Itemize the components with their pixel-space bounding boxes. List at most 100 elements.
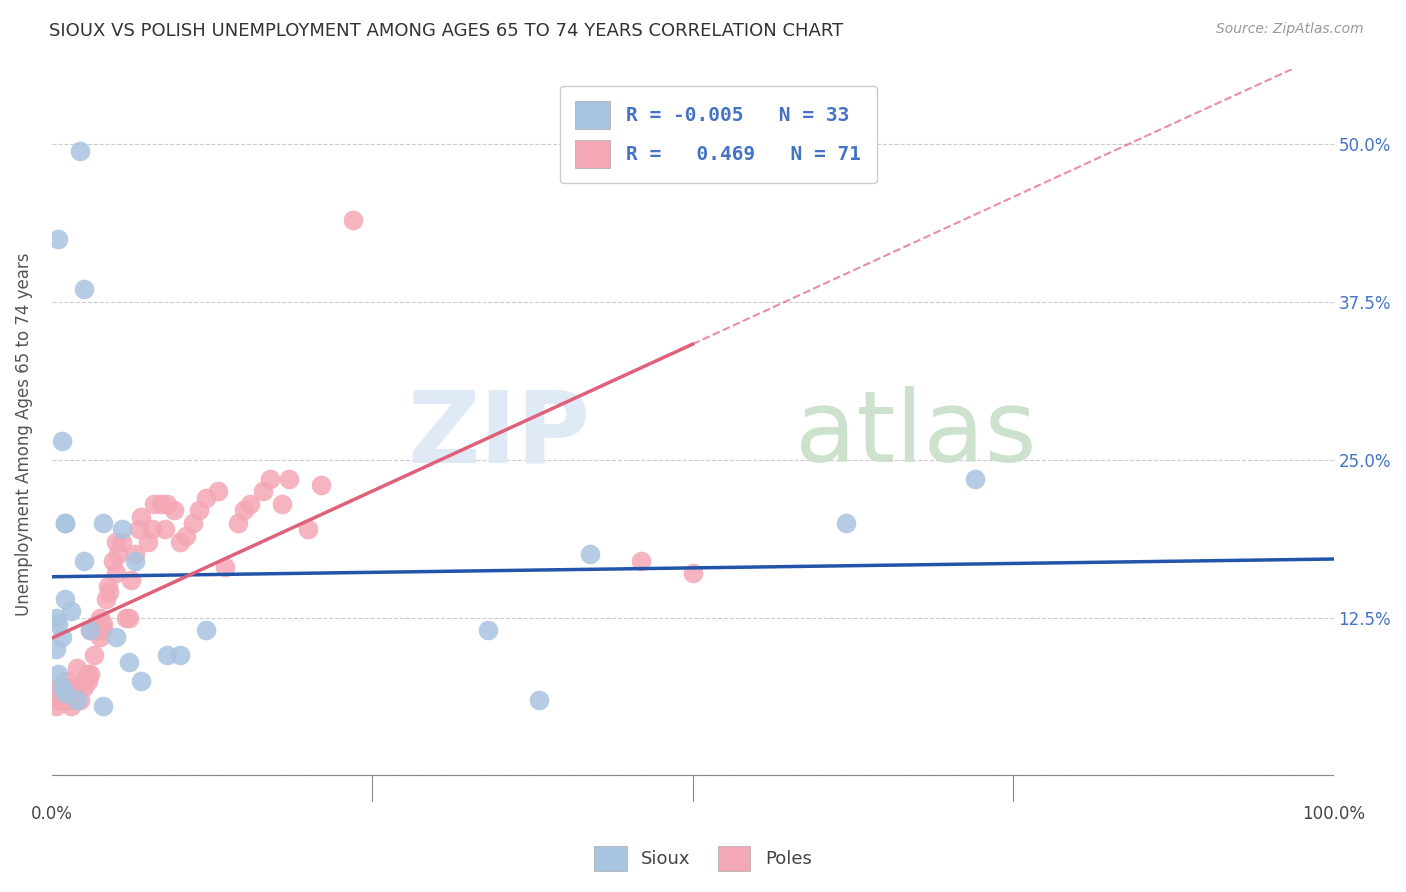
Point — [104, 534, 127, 549]
Point — [239, 497, 262, 511]
Point — [115, 610, 138, 624]
Point — [111, 534, 134, 549]
Point — [46, 232, 69, 246]
Point — [46, 667, 69, 681]
Point — [51, 692, 73, 706]
Point — [89, 630, 111, 644]
Point — [59, 686, 82, 700]
Point — [835, 516, 858, 530]
Point — [51, 630, 73, 644]
Point — [963, 472, 986, 486]
Point — [136, 534, 159, 549]
Point — [107, 548, 129, 562]
Point — [46, 616, 69, 631]
Text: atlas: atlas — [796, 386, 1036, 483]
Point — [169, 534, 191, 549]
Point — [153, 522, 176, 536]
Point — [630, 554, 652, 568]
Point — [53, 516, 76, 530]
Point — [97, 579, 120, 593]
Point — [131, 673, 153, 688]
Point — [91, 624, 114, 638]
Point — [86, 616, 108, 631]
Point — [527, 692, 550, 706]
Point — [194, 491, 217, 505]
Point — [233, 503, 256, 517]
Text: Source: ZipAtlas.com: Source: ZipAtlas.com — [1216, 22, 1364, 37]
Point — [111, 522, 134, 536]
Point — [45, 642, 67, 657]
Point — [98, 585, 121, 599]
Point — [73, 554, 96, 568]
Point — [46, 686, 69, 700]
Point — [124, 548, 146, 562]
Point — [53, 591, 76, 606]
Point — [66, 692, 89, 706]
Y-axis label: Unemployment Among Ages 65 to 74 years: Unemployment Among Ages 65 to 74 years — [15, 252, 32, 616]
Point — [76, 667, 98, 681]
Point — [94, 591, 117, 606]
Point — [277, 472, 299, 486]
Legend: Sioux, Poles: Sioux, Poles — [588, 838, 818, 879]
Point — [214, 560, 236, 574]
Point — [86, 624, 108, 638]
Point — [51, 434, 73, 448]
Point — [53, 692, 76, 706]
Point — [53, 686, 76, 700]
Point — [91, 616, 114, 631]
Text: SIOUX VS POLISH UNEMPLOYMENT AMONG AGES 65 TO 74 YEARS CORRELATION CHART: SIOUX VS POLISH UNEMPLOYMENT AMONG AGES … — [49, 22, 844, 40]
Point — [53, 516, 76, 530]
Point — [79, 624, 101, 638]
Point — [252, 484, 274, 499]
Point — [176, 528, 198, 542]
Point — [169, 648, 191, 663]
Point — [181, 516, 204, 530]
Point — [91, 698, 114, 713]
Point — [83, 648, 105, 663]
Point — [59, 692, 82, 706]
Point — [141, 522, 163, 536]
Point — [682, 566, 704, 581]
Point — [56, 680, 79, 694]
Point — [91, 516, 114, 530]
Point — [89, 610, 111, 624]
Point — [59, 698, 82, 713]
Point — [103, 554, 125, 568]
Point — [226, 516, 249, 530]
Point — [66, 661, 89, 675]
Point — [477, 624, 499, 638]
Point — [76, 673, 98, 688]
Point — [188, 503, 211, 517]
Point — [118, 655, 141, 669]
Point — [45, 698, 67, 713]
Point — [46, 692, 69, 706]
Point — [124, 554, 146, 568]
Point — [73, 680, 96, 694]
Point — [156, 497, 179, 511]
Point — [55, 673, 77, 688]
Point — [207, 484, 229, 499]
Point — [51, 686, 73, 700]
Point — [79, 624, 101, 638]
Point — [53, 686, 76, 700]
Point — [59, 604, 82, 618]
Point — [104, 630, 127, 644]
Point — [128, 522, 150, 536]
Point — [58, 686, 80, 700]
Point — [65, 680, 87, 694]
Point — [342, 213, 364, 227]
Point — [259, 472, 281, 486]
Point — [63, 686, 86, 700]
Point — [69, 692, 91, 706]
Point — [194, 624, 217, 638]
Point — [162, 503, 184, 517]
Point — [120, 573, 142, 587]
Point — [271, 497, 294, 511]
Point — [104, 566, 127, 581]
Point — [309, 478, 332, 492]
Legend: R = -0.005   N = 33, R =   0.469   N = 71: R = -0.005 N = 33, R = 0.469 N = 71 — [560, 86, 876, 184]
Point — [149, 497, 172, 511]
Point — [45, 610, 67, 624]
Point — [297, 522, 319, 536]
Point — [79, 667, 101, 681]
